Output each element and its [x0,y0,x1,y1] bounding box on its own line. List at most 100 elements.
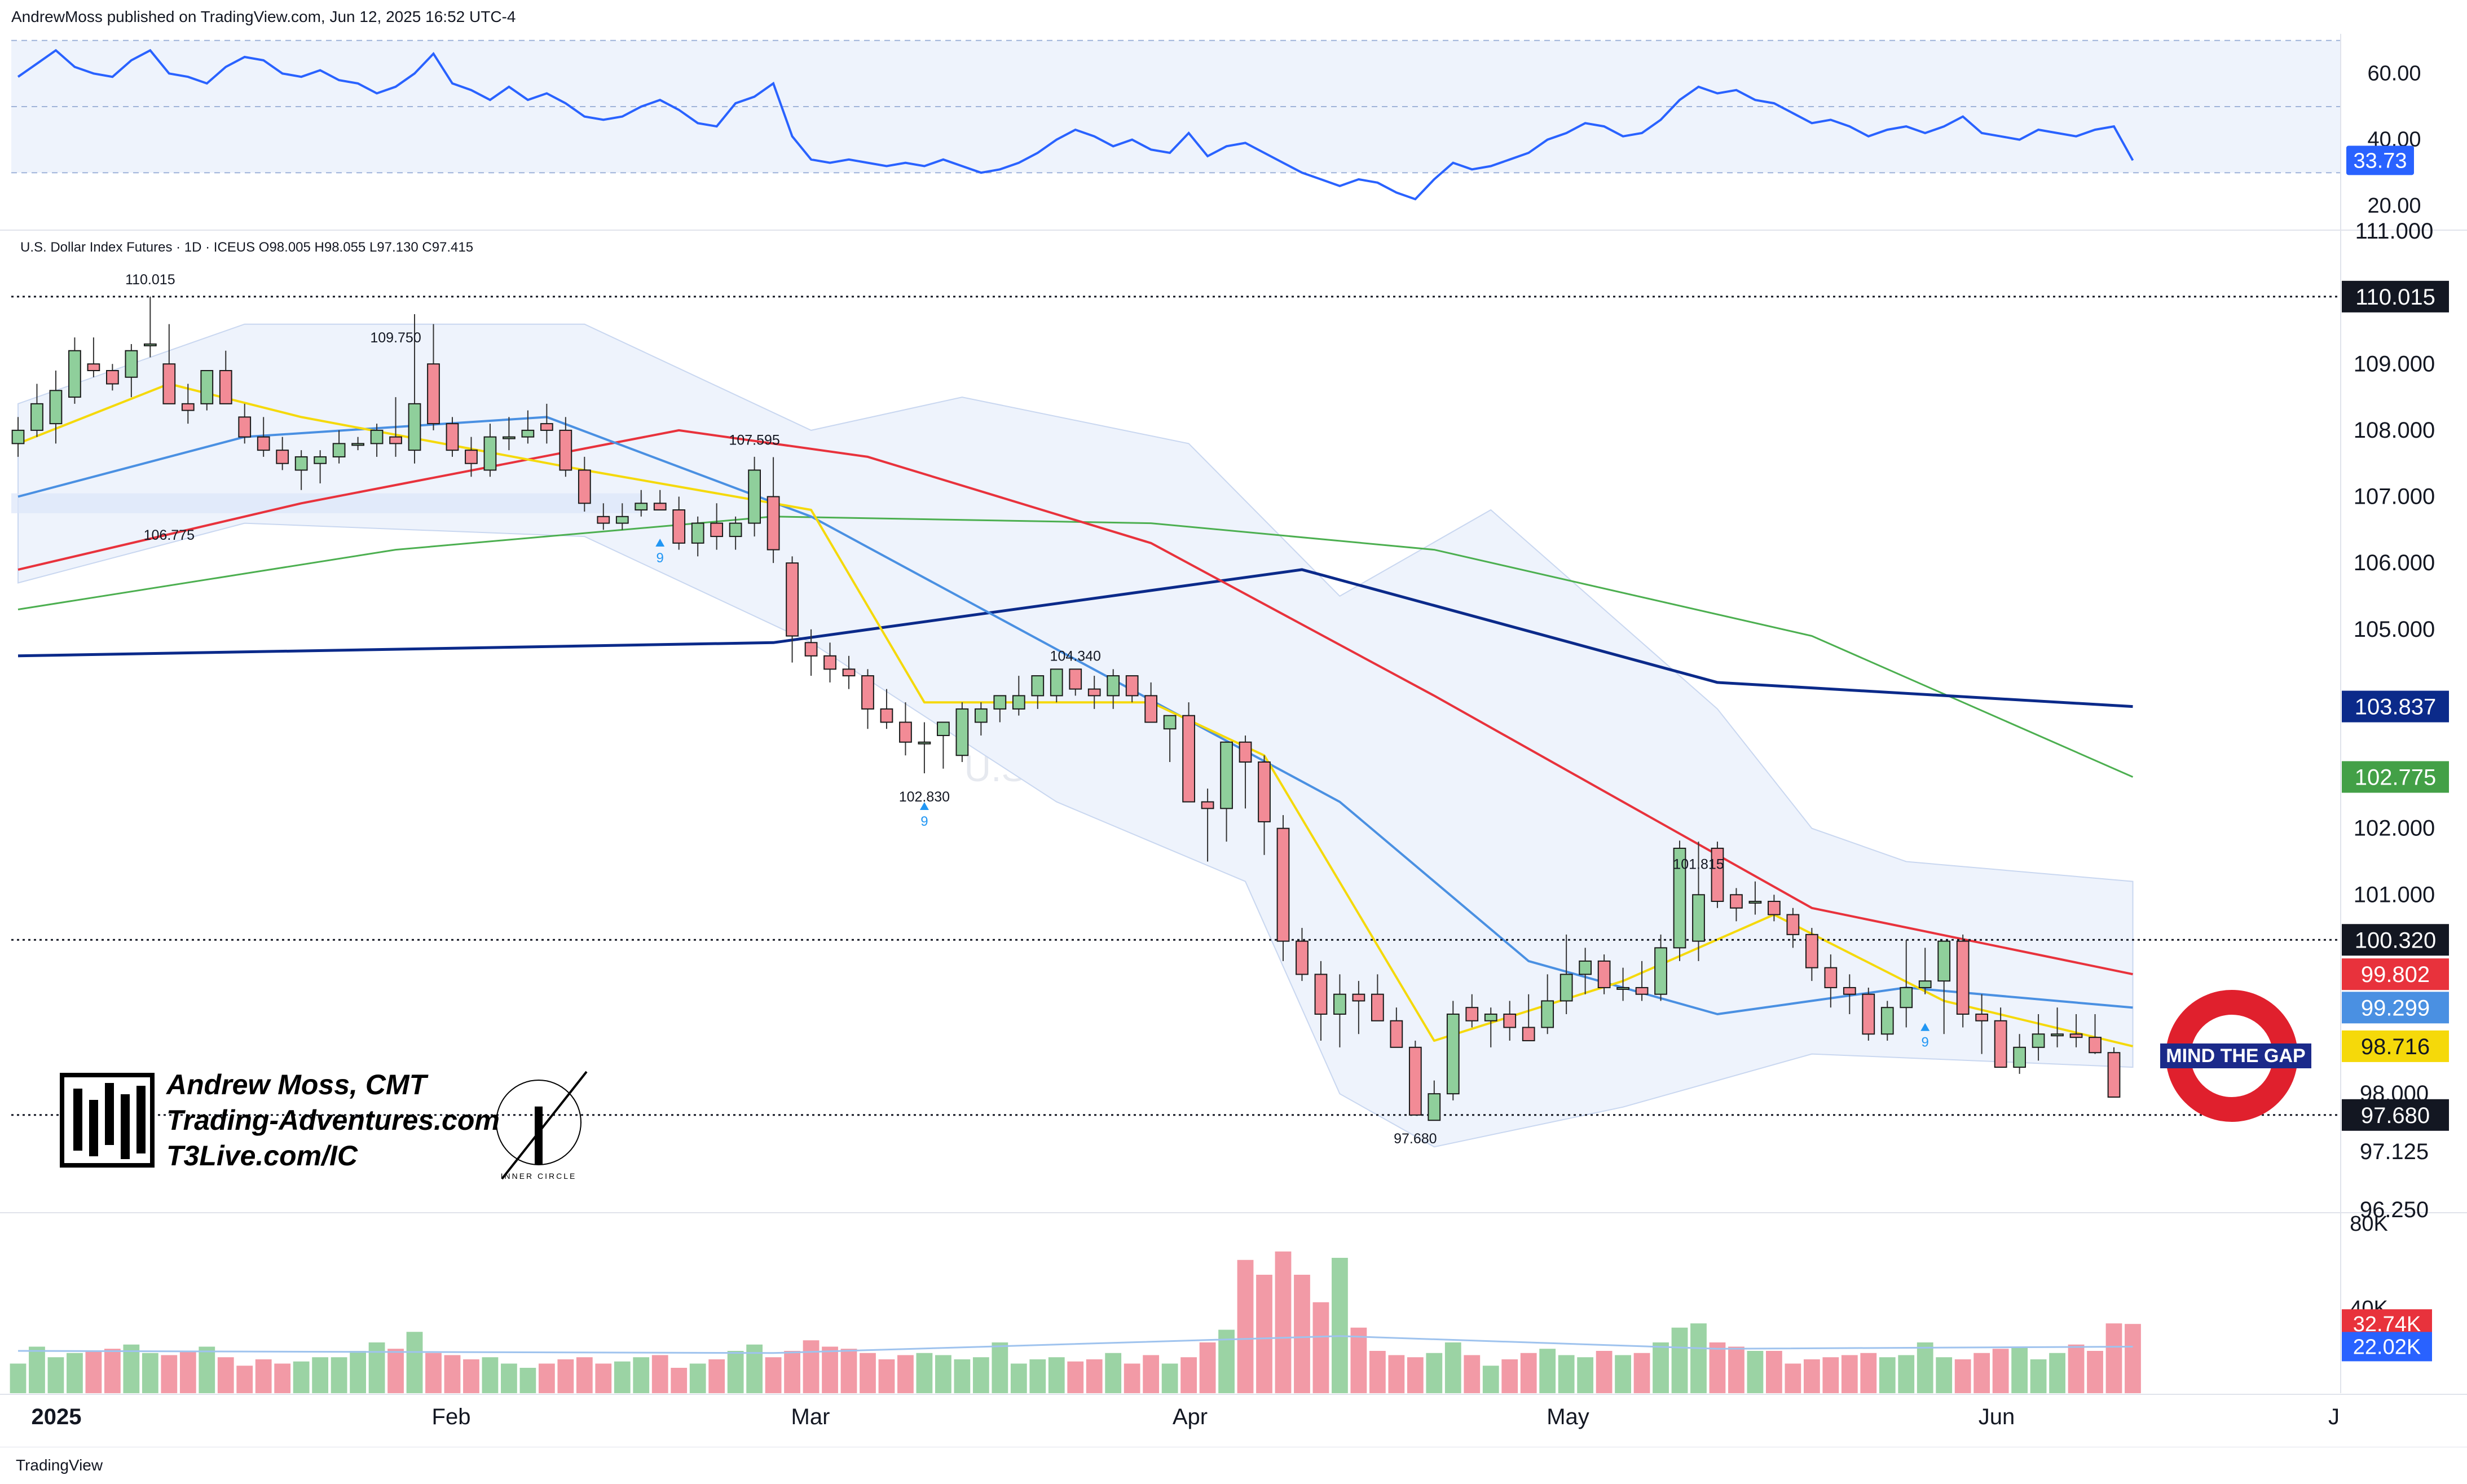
volume-bar [1444,1342,1461,1393]
volume-bar [1067,1361,1084,1393]
candle [143,343,157,346]
inner-circle-logo [496,1080,581,1165]
candle-logo-bar [121,1094,130,1159]
tradingview-brand[interactable]: TradingView [16,1456,103,1474]
volume-bar [1653,1342,1669,1393]
candle [1748,901,1762,904]
candle [1843,987,1856,995]
price-tick-label: 108.000 [2354,418,2435,443]
candle [1144,695,1158,723]
volume-bar [1539,1349,1556,1393]
candle [389,436,402,444]
volume-bar [1199,1342,1216,1393]
price-tick-label: 109.000 [2354,351,2435,376]
volume-bar [897,1355,914,1393]
candle [1918,980,1932,988]
time-tick-label: 2025 [32,1404,82,1429]
volume-bar [633,1357,650,1393]
inner-circle-caption: INNER CIRCLE [501,1172,577,1181]
volume-tag [2342,1332,2432,1362]
ma-50-line [17,429,2133,976]
td-signal-arrow [1920,1023,1930,1031]
candle [1597,960,1611,988]
candle [861,675,874,710]
volume-bar [1728,1346,1744,1393]
volume-bar [878,1359,895,1393]
candle [1673,847,1686,949]
candle [294,456,308,471]
ohlc-legend: U.S. Dollar Index Futures · 1D · ICEUS O… [20,240,473,255]
candle [1956,940,1970,1015]
candle [653,503,667,511]
volume-bar [2049,1353,2065,1393]
candle [672,509,686,544]
candle [1408,1046,1422,1116]
time-tick-label: Mar [791,1404,830,1429]
candle [446,423,459,451]
level-tag-label: 97.680 [2361,1103,2430,1128]
volume-bar [161,1355,178,1393]
candle [559,429,572,471]
candle [2107,1052,2121,1098]
candle-logo-bar [89,1100,98,1156]
volume-bar [463,1359,479,1393]
candle [1107,675,1120,697]
volume-bar [1350,1327,1367,1393]
ma-price-tag-label: 98.716 [2361,1034,2430,1059]
volume-bar [1841,1355,1858,1393]
price-pane: U.S. Dollar Index Futures · 1D · ICEUS O… [0,230,2467,1213]
volume-bar [1558,1355,1575,1393]
volume-bar [2011,1346,2028,1393]
candle [597,516,610,524]
ma-price-tag-label: 99.299 [2361,996,2430,1020]
ma-price-tag [2342,992,2449,1024]
volume-bar [293,1361,310,1393]
rsi-pane [11,39,2341,201]
volume-bar [1086,1359,1103,1393]
ma-price-tag [2342,1030,2449,1062]
volume-bar [1407,1357,1424,1393]
price-tick-label: 107.000 [2354,485,2435,509]
volume-bar [1369,1351,1386,1393]
candle [691,522,704,544]
candle [2089,1037,2102,1054]
ma-price-tag-label: 99.802 [2361,962,2430,987]
ma-price-tag [2342,958,2449,990]
candle [1937,940,1951,982]
candle [710,522,724,538]
candle [1446,1014,1460,1095]
candle [483,436,497,471]
candle [974,708,988,723]
volume-tick-label: 80K [2350,1212,2388,1236]
author-name: Andrew Moss, CMT [165,1069,429,1100]
candle [427,363,440,425]
candle [30,403,43,431]
candle [748,469,761,524]
price-annotation: 110.015 [125,272,175,288]
candle [1465,1007,1479,1021]
candle [1050,668,1063,697]
candle [1371,993,1384,1021]
price-annotation: 107.595 [729,433,779,448]
candle [87,363,100,372]
volume-bar [614,1361,631,1393]
time-tick-label: Jun [1979,1404,2015,1429]
volume-bar [1237,1260,1254,1393]
candle [181,403,195,411]
volume-bar [10,1363,27,1393]
td-signal-arrow [655,539,665,547]
candle [106,370,119,385]
candle [49,390,63,425]
candle [786,562,799,637]
volume-bar [2125,1324,2141,1393]
volume-bar [1992,1349,2009,1393]
volume-bar [689,1363,706,1393]
candle [1616,987,1629,990]
volume-bar [992,1342,1008,1393]
candle [1276,827,1290,942]
volume-bar [387,1349,404,1393]
candle [937,721,950,736]
candle [823,655,836,670]
candle [1125,675,1139,697]
